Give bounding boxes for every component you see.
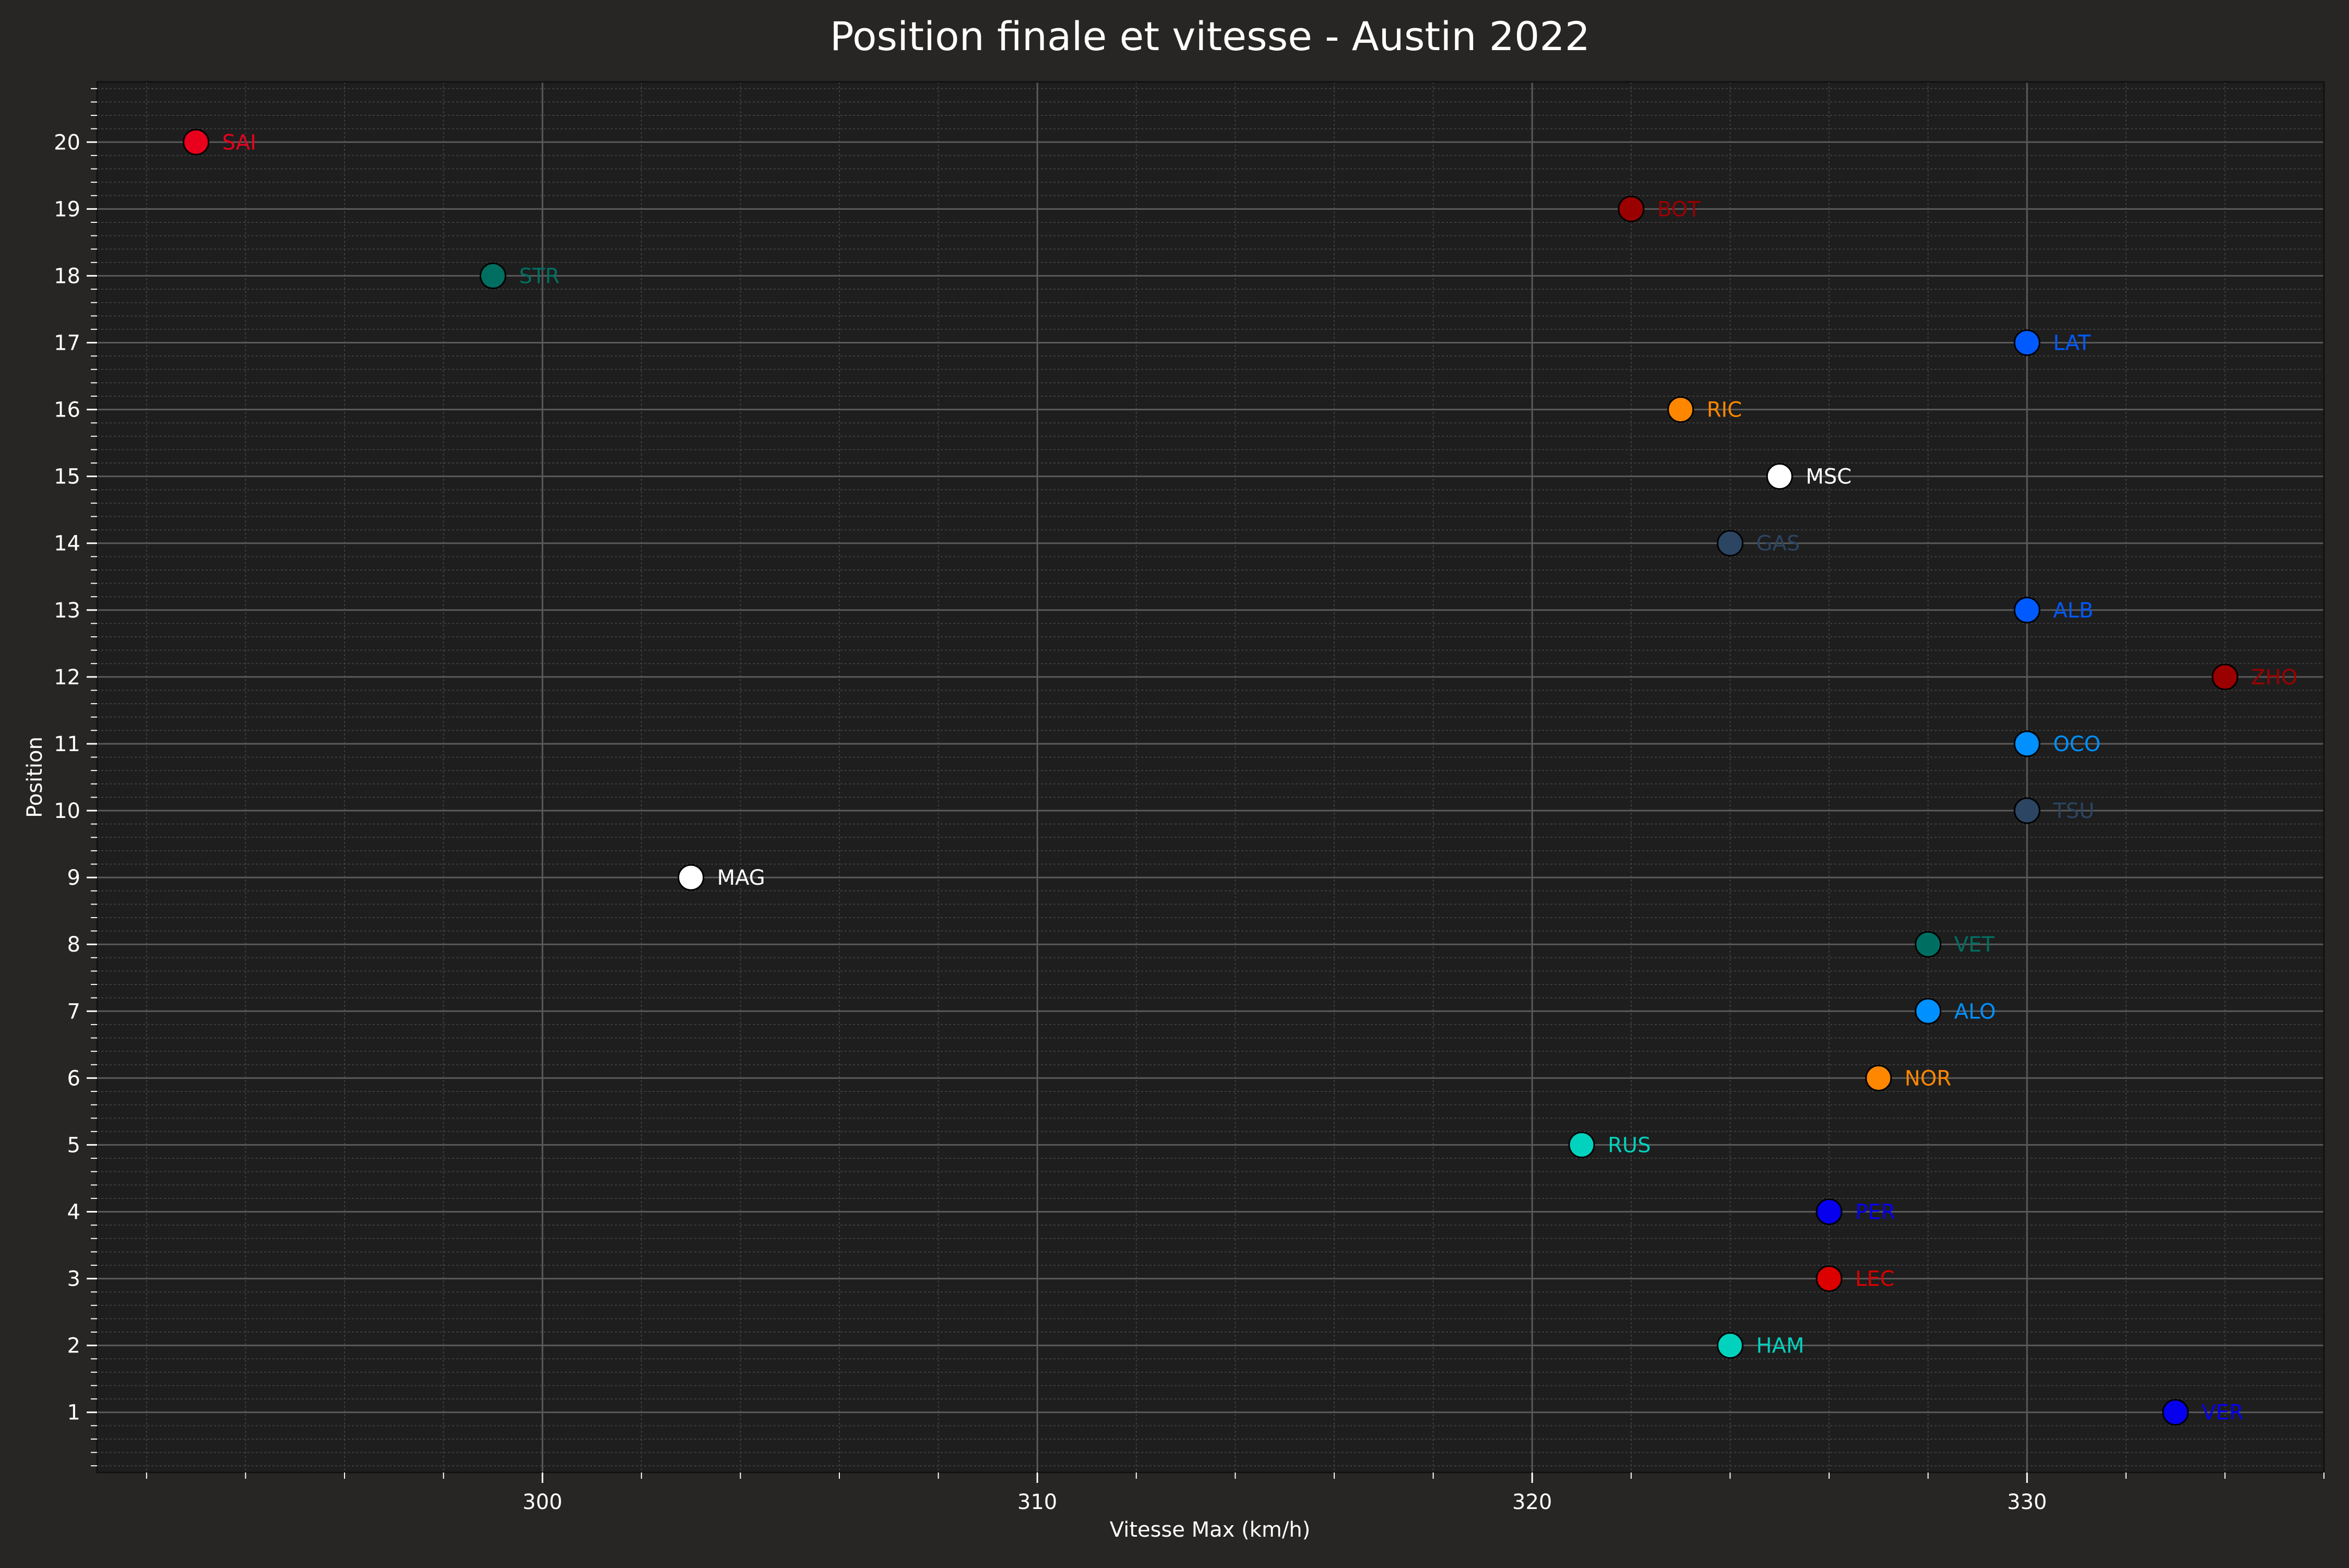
- data-point: [2013, 797, 2040, 824]
- data-point: [1816, 1198, 1843, 1225]
- y-axis-label: Position: [23, 737, 47, 818]
- data-point: [1915, 931, 1942, 958]
- y-tick-label: 4: [67, 1201, 80, 1225]
- y-tick-label: 18: [54, 264, 80, 288]
- data-point: [1865, 1064, 1892, 1091]
- data-point-label: MAG: [717, 866, 765, 890]
- data-point: [479, 262, 506, 289]
- y-tick-label: 9: [67, 866, 80, 890]
- data-point: [1618, 195, 1645, 222]
- chart-title: Position finale et vitesse - Austin 2022: [830, 13, 1590, 60]
- data-point: [2162, 1399, 2189, 1426]
- data-point: [2013, 597, 2040, 624]
- data-point: [183, 128, 210, 156]
- data-point-label: LEC: [1855, 1267, 1895, 1291]
- data-point: [1816, 1265, 1843, 1292]
- x-tick-label: 310: [1017, 1490, 1057, 1514]
- y-tick-label: 14: [54, 532, 80, 556]
- data-point-label: ZHO: [2251, 666, 2297, 690]
- data-point-label: ALB: [2053, 599, 2093, 623]
- data-point-label: TSU: [2053, 799, 2094, 823]
- minor-grid: [97, 82, 2324, 1472]
- y-tick-label: 13: [54, 599, 80, 623]
- data-point: [1568, 1131, 1595, 1158]
- y-tick-label: 7: [67, 1000, 80, 1024]
- data-point: [2013, 730, 2040, 757]
- data-point-label: RUS: [1608, 1133, 1651, 1157]
- y-tick-label: 20: [54, 130, 80, 155]
- data-point: [1915, 997, 1942, 1025]
- major-grid: [97, 82, 2324, 1472]
- data-point-label: PER: [1855, 1201, 1895, 1225]
- y-tick-label: 19: [54, 197, 80, 221]
- y-tick-label: 6: [67, 1066, 80, 1090]
- data-point: [1716, 1332, 1743, 1359]
- data-point-label: LAT: [2053, 331, 2091, 355]
- data-point-label: OCO: [2053, 732, 2101, 756]
- data-point-label: ALO: [1954, 1000, 1996, 1024]
- axes-frame: [96, 81, 2325, 1474]
- x-tick-label: 320: [1512, 1490, 1552, 1514]
- data-point: [1766, 463, 1793, 490]
- data-point-label: NOR: [1905, 1066, 1951, 1090]
- data-point: [1667, 396, 1694, 423]
- y-tick-label: 2: [67, 1334, 80, 1358]
- data-point: [1716, 530, 1743, 557]
- y-tick-label: 5: [67, 1133, 80, 1157]
- axes-background: [97, 82, 2324, 1472]
- data-point-label: STR: [519, 264, 560, 288]
- y-tick-label: 3: [67, 1267, 80, 1291]
- y-tick-label: 16: [54, 398, 80, 422]
- y-tick-label: 1: [67, 1401, 80, 1425]
- data-point-label: RIC: [1707, 398, 1742, 422]
- y-tick-label: 11: [54, 732, 80, 756]
- data-point: [2013, 329, 2040, 356]
- data-point-label: MSC: [1806, 465, 1852, 489]
- data-point-label: SAI: [222, 130, 256, 155]
- x-axis-label: Vitesse Max (km/h): [1110, 1518, 1310, 1542]
- data-point: [2211, 663, 2238, 691]
- data-point: [678, 864, 705, 891]
- data-point-label: HAM: [1756, 1334, 1804, 1358]
- data-point-label: VET: [1954, 933, 1995, 957]
- y-tick-label: 17: [54, 331, 80, 355]
- data-point-label: BOT: [1657, 197, 1701, 221]
- axes-border: [96, 81, 2325, 1474]
- y-tick-label: 15: [54, 465, 80, 489]
- ticks: 300 310 320 3301234567891011121314151617181…: [54, 88, 2324, 1514]
- data-points: SAI BOT STR LAT RIC MSC GAS ALB ZHO OCO TSU MAG VET A…: [183, 128, 2297, 1426]
- y-tick-label: 12: [54, 666, 80, 690]
- data-point-label: VER: [2202, 1401, 2244, 1425]
- x-tick-label: 330: [2007, 1490, 2047, 1514]
- y-tick-label: 10: [54, 799, 80, 823]
- y-tick-label: 8: [67, 933, 80, 957]
- x-tick-label: 300: [523, 1490, 562, 1514]
- data-point-label: GAS: [1756, 532, 1800, 556]
